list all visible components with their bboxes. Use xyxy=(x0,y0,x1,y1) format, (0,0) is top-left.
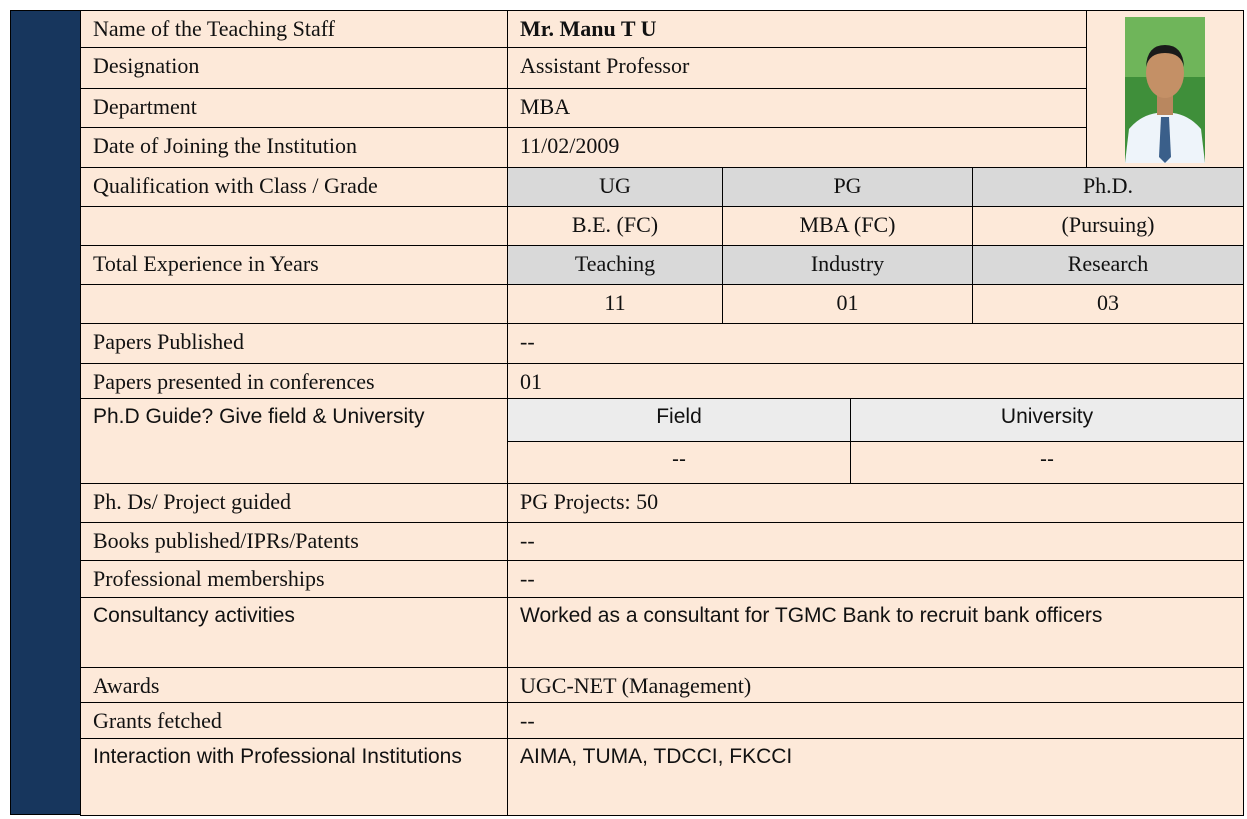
label: Interaction with Professional Institutio… xyxy=(80,738,508,816)
column-header: Ph.D. xyxy=(972,167,1244,207)
column-header: Research xyxy=(972,245,1244,285)
label: Designation xyxy=(80,47,508,89)
label: Ph.D Guide? Give field & University xyxy=(80,398,508,484)
column-value: 11 xyxy=(507,284,723,324)
label: Grants fetched xyxy=(80,702,508,739)
label: Books published/IPRs/Patents xyxy=(80,522,508,561)
value: Assistant Professor xyxy=(507,47,1087,89)
label: Papers Published xyxy=(80,323,508,364)
value: -- xyxy=(507,560,1244,598)
label: Name of the Teaching Staff xyxy=(80,10,508,48)
photo-cell xyxy=(1086,10,1244,168)
label-blank xyxy=(80,206,508,246)
column-header: University xyxy=(850,398,1244,442)
column-value: MBA (FC) xyxy=(722,206,973,246)
label: Ph. Ds/ Project guided xyxy=(80,483,508,523)
value: Mr. Manu T U xyxy=(507,10,1087,48)
column-header: Industry xyxy=(722,245,973,285)
label: Consultancy activities xyxy=(80,597,508,668)
label-blank xyxy=(80,284,508,324)
label: Total Experience in Years xyxy=(80,245,508,285)
column-value: -- xyxy=(850,441,1244,484)
column-header: UG xyxy=(507,167,723,207)
side-bar xyxy=(10,10,81,815)
column-value: (Pursuing) xyxy=(972,206,1244,246)
column-value: B.E. (FC) xyxy=(507,206,723,246)
value: MBA xyxy=(507,88,1087,128)
label: Professional memberships xyxy=(80,560,508,598)
label: Papers presented in conferences xyxy=(80,363,508,399)
value: AIMA, TUMA, TDCCI, FKCCI xyxy=(507,738,1244,816)
label: Awards xyxy=(80,667,508,703)
value: -- xyxy=(507,702,1244,739)
column-value: 03 xyxy=(972,284,1244,324)
label: Date of Joining the Institution xyxy=(80,127,508,168)
value: PG Projects: 50 xyxy=(507,483,1244,523)
column-header: PG xyxy=(722,167,973,207)
label: Qualification with Class / Grade xyxy=(80,167,508,207)
value: UGC-NET (Management) xyxy=(507,667,1244,703)
column-header: Teaching xyxy=(507,245,723,285)
column-value: 01 xyxy=(722,284,973,324)
value: -- xyxy=(507,323,1244,364)
value: 01 xyxy=(507,363,1244,399)
value: -- xyxy=(507,522,1244,561)
value: Worked as a consultant for TGMC Bank to … xyxy=(507,597,1244,668)
label: Department xyxy=(80,88,508,128)
photo xyxy=(1125,17,1205,163)
column-value: -- xyxy=(507,441,851,484)
value: 11/02/2009 xyxy=(507,127,1087,168)
column-header: Field xyxy=(507,398,851,442)
